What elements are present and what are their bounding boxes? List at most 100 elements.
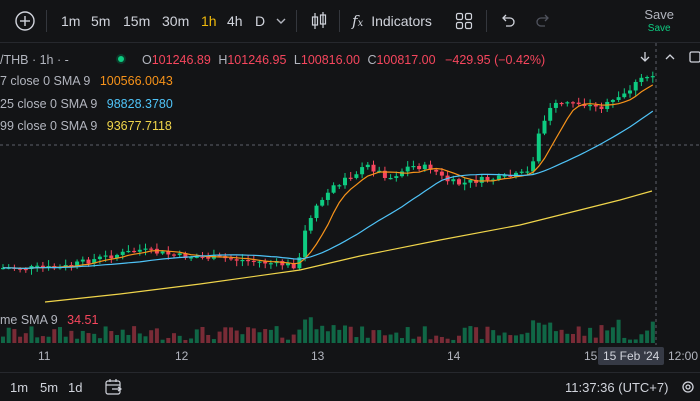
candle-body [35,265,40,267]
volume-bar [593,337,598,343]
ma25-legend[interactable]: 25 close 0 SMA 9 98828.3780 [0,97,173,111]
volume-bar [616,319,621,343]
candle-body [69,265,74,267]
volume-bar [610,327,615,343]
volume-bar [502,332,507,343]
candle-body [240,259,245,262]
chart-pane[interactable] [0,43,700,345]
crosshair-time-label: 15 Feb '24 [598,347,665,365]
status-dot-icon [116,54,126,64]
indicators-button[interactable]: fx Indicators [352,0,432,42]
add-symbol-button[interactable] [14,0,36,42]
volume-bar [639,334,644,343]
candle-body [525,171,530,173]
volume-bar [1,336,5,343]
status-dot [115,53,127,68]
volume-bar [75,338,80,343]
candle-body [622,93,627,98]
candle-body [485,176,490,181]
interval-30m[interactable]: 30m [162,13,190,29]
high-label: H [218,53,228,67]
volume-bar [485,326,490,343]
range-1m[interactable]: 1m [10,380,29,395]
candle-body [229,258,233,260]
collapse-legend-button[interactable] [663,50,677,69]
candle-body [172,254,176,256]
volume-bar [633,339,638,343]
candle-body [149,248,154,250]
candle-body [457,179,461,185]
maximize-button[interactable] [688,50,700,69]
candle-body [400,171,404,177]
candle-body [468,179,473,183]
undo-button[interactable] [499,0,517,42]
volume-bar [422,326,427,343]
volume-bar [320,325,325,343]
range-1d[interactable]: 1d [68,380,83,395]
candle-body [217,255,222,257]
candle-body [348,177,353,179]
candle-body [645,77,650,79]
candle-body [137,249,142,252]
interval-1h[interactable]: 1h [201,13,217,29]
candle-body [588,104,593,107]
volume-bar [354,337,359,343]
volume-bar [525,332,530,343]
candle-body [257,261,262,263]
interval-d[interactable]: D [255,13,266,29]
volume-bar [280,337,285,343]
ma99-legend[interactable]: 99 close 0 SMA 9 93677.7118 [0,119,172,133]
candle-body [559,102,564,105]
volume-bar [46,336,51,343]
time-axis[interactable]: 11 12 13 14 15 12:00 [0,345,700,367]
candle-body [360,167,365,175]
candle-body [194,256,199,258]
price-chart[interactable] [0,43,700,345]
volume-value: 34.51 [67,313,99,327]
range-5m[interactable]: 5m [40,380,59,395]
layout-button[interactable] [455,0,473,42]
volume-bar [588,327,593,343]
ma7-legend[interactable]: 7 close 0 SMA 9 100566.0043 [0,74,173,88]
volume-bar [154,328,159,343]
candle-body [571,102,575,104]
volume-bar [189,338,194,343]
candle-body [120,251,125,255]
volume-bar [428,339,433,343]
volume-bar [172,333,176,343]
candle-body [325,192,330,200]
volume-legend[interactable]: me SMA 9 34.51 [0,313,98,327]
interval-15m[interactable]: 15m [123,13,151,29]
chart-type-button[interactable] [310,0,328,42]
candle-body [126,250,131,253]
candle-body [491,179,496,181]
volume-bar [536,322,541,343]
candle-body [23,268,28,271]
goto-date-button[interactable] [104,378,124,399]
candle-body [428,164,433,170]
candle-body [40,265,45,268]
volume-bar [92,333,97,343]
candle-body [434,169,439,172]
interval-4h[interactable]: 4h [227,13,243,29]
arrow-down-icon [640,52,650,62]
volume-bar [411,338,416,343]
interval-5m[interactable]: 5m [91,13,111,29]
save-button[interactable]: Save Save [644,8,674,36]
candle-body [337,185,342,187]
candle-body [382,170,387,178]
volume-bar [519,334,524,343]
volume-bar [223,327,228,343]
candle-body [388,177,393,180]
candle-body [268,263,273,265]
candle-body [553,102,558,108]
symbol-title[interactable]: /THB · 1h · - [0,53,69,67]
clock-display[interactable]: 11:37:36 (UTC+7) [565,380,669,395]
interval-dropdown[interactable] [275,0,287,42]
plus-circle-icon [15,11,35,31]
redo-button[interactable] [534,0,552,42]
interval-1m[interactable]: 1m [61,13,81,29]
volume-bar [137,333,142,343]
settings-button[interactable] [680,379,696,398]
scroll-to-latest-button[interactable] [638,50,652,69]
